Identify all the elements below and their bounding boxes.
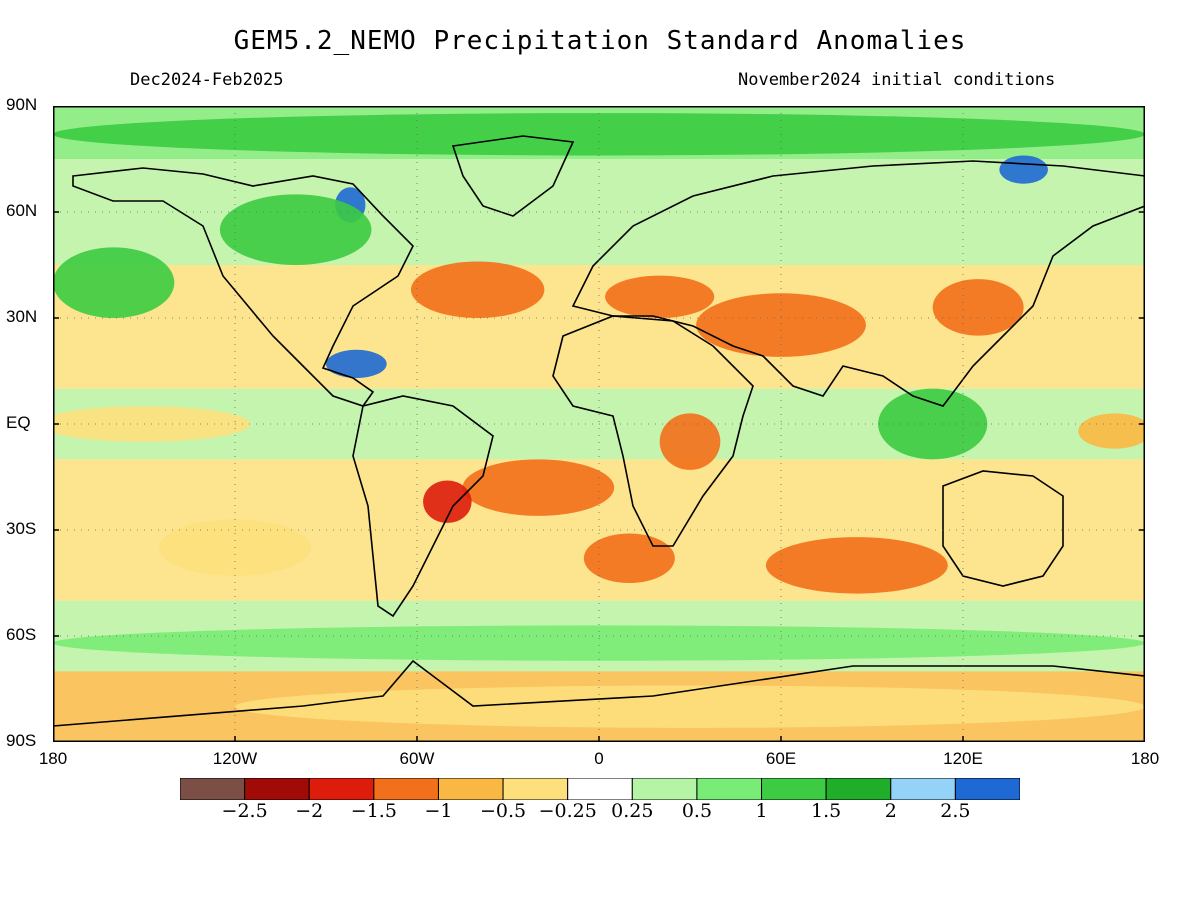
colorbar-swatch bbox=[180, 778, 246, 800]
colorbar-swatch bbox=[502, 778, 569, 800]
anomaly-region-south-america-dry bbox=[423, 480, 472, 523]
longitude-tick-label: 120W bbox=[212, 749, 258, 768]
anomaly-region-east-africa-dry bbox=[659, 413, 721, 470]
latitude-tick-label: 30N bbox=[6, 307, 38, 326]
latitude-tick-label: 60S bbox=[6, 625, 37, 644]
colorbar-tick-label: 1 bbox=[755, 800, 768, 822]
coastline bbox=[942, 470, 1064, 587]
anomaly-region-mediterranean-dry bbox=[605, 275, 715, 318]
colorbar-tick-label: 0.25 bbox=[611, 800, 654, 822]
coastline bbox=[72, 167, 414, 407]
longitude-tick-label: 0 bbox=[594, 749, 604, 768]
colorbar-tick-label: 0.5 bbox=[681, 800, 713, 822]
latitude-tick-label: 30S bbox=[6, 519, 37, 538]
colorbar-tick-label: −2 bbox=[295, 800, 324, 822]
colorbar-swatch bbox=[761, 778, 827, 800]
latitude-tick-label: EQ bbox=[6, 413, 31, 432]
anomaly-region-north-atlantic-dry bbox=[410, 261, 545, 318]
colorbar-tick-label: −2.5 bbox=[221, 800, 268, 822]
latitude-tick-label: 90N bbox=[6, 95, 38, 114]
anomaly-region-siberia-wet bbox=[999, 155, 1048, 184]
anomaly-region-south-atlantic-dry bbox=[462, 459, 615, 516]
colorbar-swatch bbox=[825, 778, 892, 800]
latitude-tick-label: 90S bbox=[6, 731, 37, 750]
longitude-tick-label: 180 bbox=[38, 749, 68, 768]
anomaly-region-north-pacific-wet bbox=[53, 247, 175, 318]
anomaly-region-maritime-continent-wet bbox=[878, 388, 988, 460]
coastline bbox=[451, 135, 575, 217]
colorbar-swatch bbox=[954, 778, 1020, 800]
colorbar bbox=[180, 778, 1020, 800]
longitude-tick-label: 180 bbox=[1130, 749, 1160, 768]
colorbar-swatch bbox=[308, 778, 375, 800]
map-title: GEM5.2_NEMO Precipitation Standard Anoma… bbox=[233, 26, 967, 56]
anomaly-region-caribbean-wet bbox=[326, 349, 387, 379]
coastline bbox=[352, 395, 494, 618]
colorbar-tick-label: −1.5 bbox=[350, 800, 397, 822]
coastline bbox=[571, 160, 1145, 407]
colorbar-tick-label: 2.5 bbox=[940, 800, 971, 822]
colorbar-tick-label: −1 bbox=[424, 800, 453, 822]
colorbar-swatch bbox=[244, 778, 310, 800]
colorbar-tick-label: −0.5 bbox=[479, 800, 527, 822]
anomaly-region-canada-wet bbox=[219, 194, 372, 265]
colorbar-tick-label: −0.25 bbox=[538, 800, 597, 822]
coastline bbox=[53, 659, 1145, 742]
anomaly-region-east-asia-dry bbox=[932, 279, 1024, 336]
initial-conditions: November2024 initial conditions bbox=[738, 70, 1056, 90]
anomaly-region-southern-atlantic-dry bbox=[583, 533, 675, 583]
colorbar-swatch bbox=[373, 778, 439, 800]
anomaly-region-southern-ocean-wet bbox=[53, 625, 1145, 661]
anomaly-region-middle-east-dry bbox=[696, 293, 866, 357]
colorbar-swatch bbox=[437, 778, 504, 800]
precipitation-anomaly-map bbox=[53, 106, 1145, 742]
longitude-tick-label: 60W bbox=[399, 749, 435, 768]
anomaly-region-south-indian-dry bbox=[765, 537, 948, 594]
colorbar-swatch bbox=[696, 778, 763, 800]
longitude-tick-label: 60E bbox=[765, 749, 797, 768]
longitude-tick-label: 120E bbox=[943, 749, 983, 768]
forecast-period: Dec2024-Feb2025 bbox=[130, 70, 284, 90]
colorbar-swatch bbox=[631, 778, 698, 800]
colorbar-swatch bbox=[890, 778, 956, 800]
colorbar-tick-label: 1.5 bbox=[811, 800, 842, 822]
latitude-tick-label: 60N bbox=[6, 201, 38, 220]
colorbar-tick-label: 2 bbox=[884, 800, 897, 822]
coastline bbox=[552, 315, 754, 547]
colorbar-swatch bbox=[567, 778, 633, 800]
anomaly-region-antarctica-dry bbox=[235, 685, 1145, 728]
anomaly-region-west-pacific-dry bbox=[1078, 413, 1145, 449]
